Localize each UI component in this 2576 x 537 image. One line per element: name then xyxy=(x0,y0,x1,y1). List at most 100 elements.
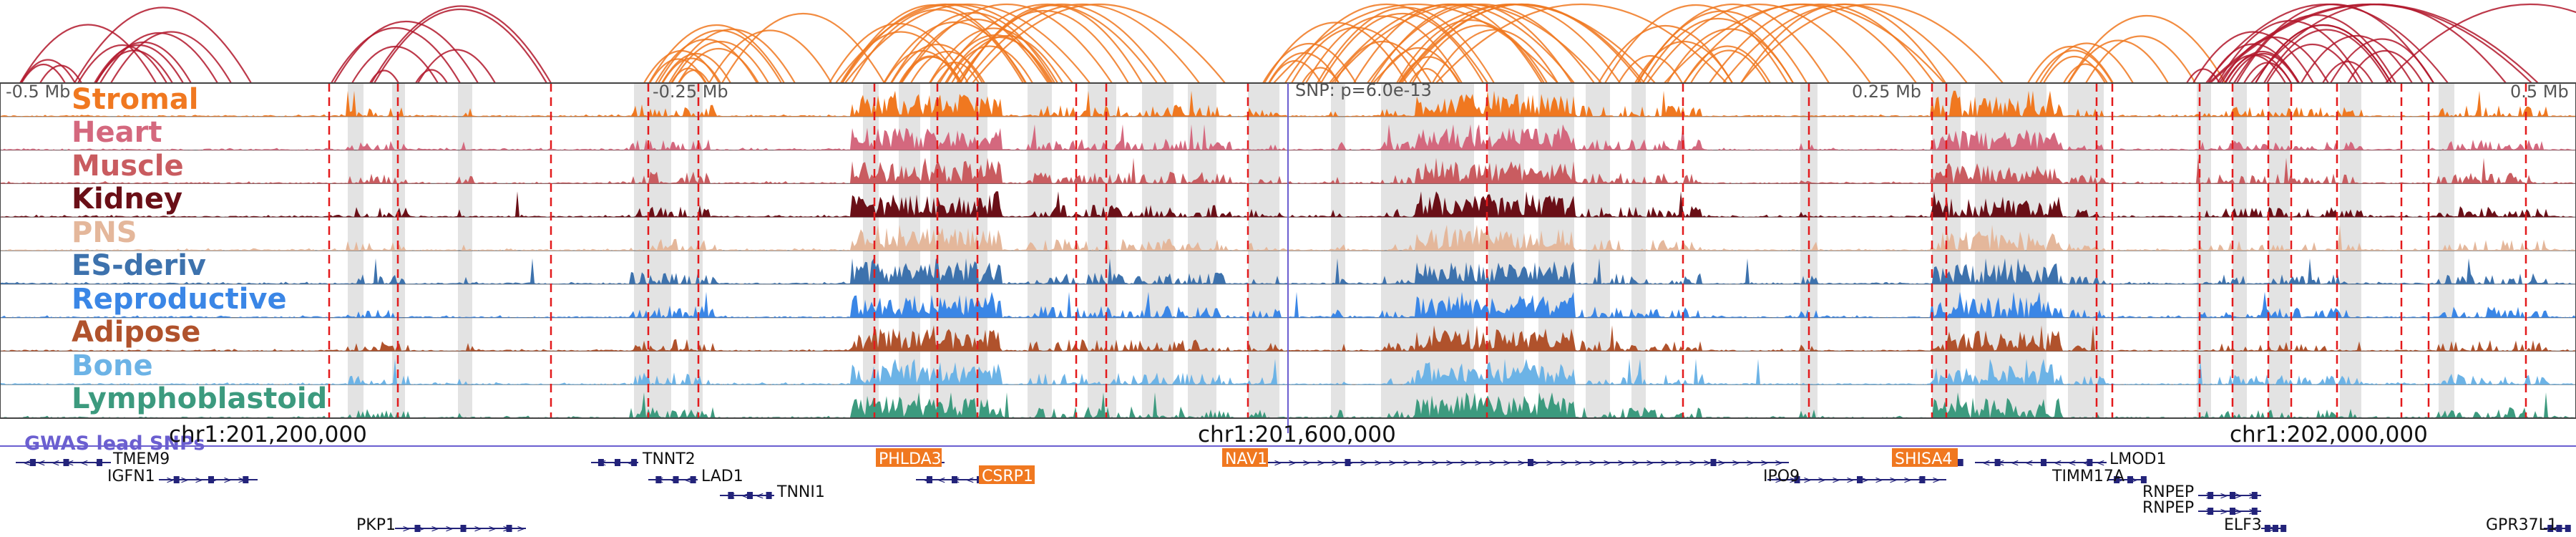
interaction-arc xyxy=(1432,29,1558,84)
gene-exon xyxy=(2127,476,2133,483)
strand-chevron: > xyxy=(2115,475,2124,486)
gene-label: TMEM9 xyxy=(112,450,170,468)
track-label-pns: PNS xyxy=(72,216,137,249)
strand-chevron: > xyxy=(1317,458,1325,469)
gene-label: TNNI1 xyxy=(776,483,825,501)
gene-label: RNPEP xyxy=(2142,483,2194,501)
interaction-arc xyxy=(937,3,1158,84)
gene-exon xyxy=(597,459,604,466)
interaction-arc xyxy=(1604,4,1788,84)
gene-lad1[interactable]: < < < LAD1 xyxy=(648,468,743,486)
gene-exon xyxy=(63,459,69,466)
gene-ipo9[interactable]: > > > > > > > > > > > >IPO9 xyxy=(1763,468,1946,486)
gene-exon xyxy=(927,476,932,483)
strand-chevron: > xyxy=(1574,458,1583,469)
signal-bone xyxy=(0,359,2576,385)
interaction-arc xyxy=(351,46,439,84)
interaction-arc xyxy=(2027,46,2114,84)
interaction-arc xyxy=(371,5,552,84)
strand-chevron: > xyxy=(2234,490,2243,502)
gene-exon xyxy=(2556,525,2562,532)
strand-chevron: > xyxy=(180,475,189,486)
signal-stromal xyxy=(0,90,2576,117)
strand-chevron: > xyxy=(1846,475,1855,486)
strand-chevron: > xyxy=(1660,458,1669,469)
strand-chevron: > xyxy=(1374,458,1382,469)
strand-chevron: > xyxy=(209,475,218,486)
interaction-arc xyxy=(829,22,969,84)
strand-chevron: > xyxy=(1302,458,1311,469)
strand-chevron: > xyxy=(502,523,511,535)
gene-csrp1[interactable]: <<<<<CSRP1 xyxy=(916,465,1035,486)
gene-phlda3[interactable]: <<<<PHLDA3 xyxy=(876,448,945,469)
gene-elf3[interactable]: > ELF3 xyxy=(2224,516,2287,535)
gene-exon xyxy=(2087,459,2093,466)
strand-chevron: > xyxy=(1345,458,1354,469)
interaction-arc xyxy=(39,64,82,84)
peak-markers xyxy=(328,83,2527,418)
interaction-arc xyxy=(1376,47,1460,84)
interaction-arc xyxy=(1291,26,1422,84)
gene-pkp1[interactable]: > > > > > > > > > PKP1 xyxy=(356,516,526,535)
gene-lmod1[interactable]: < < < < < < < < < LMOD1 xyxy=(1975,450,2167,469)
strand-chevron: < xyxy=(1996,458,2005,469)
gene-tnni1[interactable]: < < < TNNI1 xyxy=(720,483,825,502)
strand-chevron: < xyxy=(966,475,975,486)
strand-chevron: < xyxy=(627,458,635,469)
gene-rnpep[interactable]: > > > > RNPEP xyxy=(2142,499,2261,518)
interaction-arc xyxy=(333,21,479,84)
strand-chevron: > xyxy=(517,523,525,535)
interaction-arc xyxy=(2192,31,2314,84)
gene-nav1[interactable]: > > > > > > > > > > > > > > > > > > > > > > > > > > > > > > > > > > > > NAV1 xyxy=(1222,448,1789,469)
interaction-arc xyxy=(2186,68,2220,84)
strand-chevron: > xyxy=(1689,458,1697,469)
gene-exon xyxy=(952,476,957,483)
gene-shisa4[interactable]: >>SHISA4 xyxy=(1892,448,1963,469)
gene-label: NAV1 xyxy=(1225,450,1267,468)
strand-chevron: < xyxy=(2011,458,2019,469)
strand-chevron: > xyxy=(1560,458,1568,469)
strand-chevron: > xyxy=(2268,523,2277,535)
strand-chevron: < xyxy=(598,458,607,469)
interaction-arc xyxy=(1367,3,1595,84)
interaction-arc xyxy=(1740,3,1946,84)
strand-chevron: < xyxy=(2068,458,2077,469)
gene-tnnt2[interactable]: < < < TNNT2 xyxy=(591,450,696,469)
interaction-arc xyxy=(1396,19,1545,84)
interaction-arc xyxy=(929,27,1058,84)
gene-label: PHLDA3 xyxy=(879,450,942,468)
gene-label: CSRP1 xyxy=(982,468,1033,485)
strand-chevron: > xyxy=(402,523,411,535)
interaction-arc xyxy=(1264,21,1407,84)
gene-exon xyxy=(2565,525,2571,532)
gene-tmem9[interactable]: < < < < < < TMEM9 xyxy=(16,450,170,469)
signal-es-deriv xyxy=(0,258,2576,284)
interaction-arc xyxy=(648,24,785,84)
gene-exon xyxy=(460,525,467,532)
interaction-arc xyxy=(2236,14,2396,84)
gene-exon xyxy=(2230,508,2235,515)
interaction-arc xyxy=(2085,35,2196,84)
strand-chevron: > xyxy=(416,523,425,535)
interaction-arc xyxy=(1709,3,1935,84)
gene-timm17a[interactable]: > >TIMM17A xyxy=(2051,468,2147,486)
gene-exon xyxy=(208,476,214,483)
gene-exon xyxy=(1919,476,1926,483)
gene-rnpep[interactable]: > > > > RNPEP xyxy=(2142,483,2261,502)
strand-chevron: > xyxy=(1474,458,1483,469)
gene-exon xyxy=(747,492,753,499)
interaction-arc xyxy=(94,44,184,84)
strand-chevron: < xyxy=(2025,458,2034,469)
strand-chevron: > xyxy=(2205,490,2214,502)
strand-chevron: < xyxy=(923,475,932,486)
strand-chevron: > xyxy=(1832,475,1840,486)
gene-igfn1[interactable]: > > > > > > IGFN1 xyxy=(107,468,258,486)
strand-chevron: > xyxy=(1589,458,1597,469)
track-label-stromal: Stromal xyxy=(72,83,199,116)
strand-chevron: > xyxy=(1918,475,1926,486)
gene-label: LAD1 xyxy=(701,468,743,485)
track-label-adipose: Adipose xyxy=(72,316,200,349)
gene-gpr37l1[interactable]: <GPR37L1 xyxy=(2486,516,2571,535)
interaction-arc xyxy=(1690,49,1767,84)
strand-chevron: < xyxy=(2082,458,2091,469)
